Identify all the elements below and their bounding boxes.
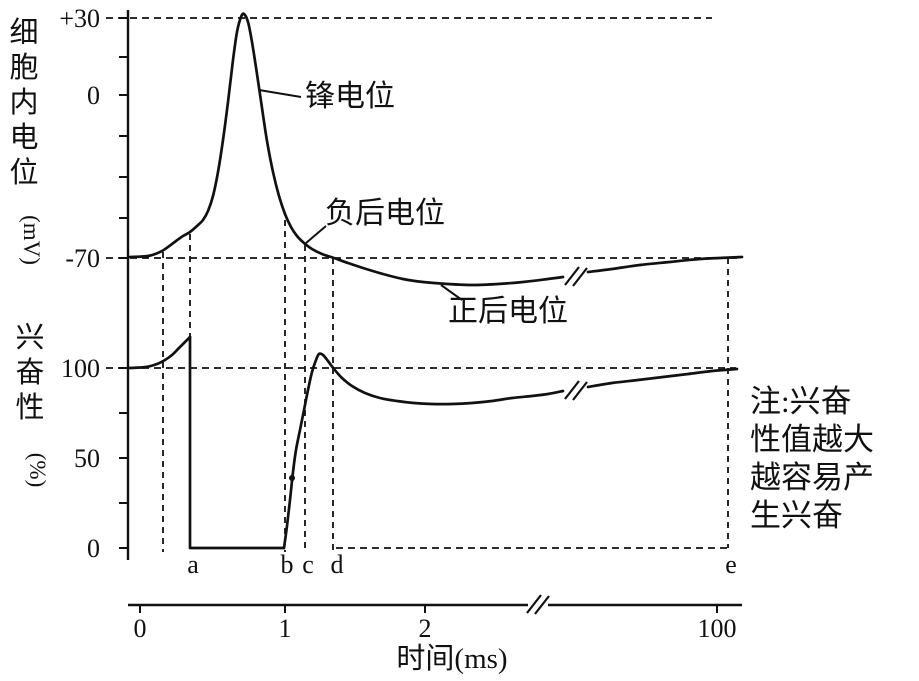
ytick-zero-mv: 0 (87, 81, 100, 110)
annotation-spike-potential: 锋电位 (305, 80, 395, 113)
excitability-curve (282, 352, 565, 550)
ytick-zero-pct: 0 (87, 534, 100, 563)
excitability-curve (128, 335, 192, 370)
bottom-ylabel-char: 兴 (15, 322, 44, 354)
marker-d: d (331, 550, 344, 579)
note-line: 生兴奋 (750, 498, 843, 533)
marker-e: e (725, 550, 737, 579)
ytick-plus30: +30 (59, 4, 100, 33)
annotation-leader-line (258, 89, 302, 98)
excitability-curve (586, 367, 739, 389)
note-line: 性值越大 (750, 422, 874, 457)
shapes-layer (106, 10, 744, 615)
ytick-100: 100 (61, 354, 100, 383)
bottom-ylabel-char: 奋 (15, 356, 44, 389)
marker-b: b (281, 550, 294, 579)
annotation-leader-line (440, 284, 463, 301)
xtick-2: 2 (419, 614, 432, 643)
x-axis-title: 时间(ms) (396, 642, 507, 675)
marker-a: a (187, 550, 199, 579)
bottom-ylabel-char: 性 (15, 391, 44, 424)
annotation-positive-afterpotential: 正后电位 (448, 295, 568, 328)
axis-break-mark (572, 267, 588, 287)
top-ylabel-char: 细 (9, 16, 38, 49)
note-line: 注:兴奋 (750, 384, 852, 419)
axis-break-mark (564, 266, 580, 286)
ytick-minus70: -70 (65, 244, 100, 273)
axis-break-mark (564, 380, 580, 400)
top-ylabel-char: 内 (9, 86, 38, 119)
xtick-1: 1 (279, 614, 292, 643)
bottom-ylabel-unit: (%) (25, 453, 50, 487)
axis-break-mark (526, 594, 542, 614)
curve-point-dot (289, 475, 295, 481)
top-ylabel-char: 胞 (9, 51, 38, 84)
xtick-0: 0 (134, 614, 147, 643)
axis-break-mark (534, 595, 550, 615)
axis-break-mark (572, 381, 588, 401)
membrane-potential-curve (586, 255, 744, 274)
top-ylabel-char: 电 (9, 121, 38, 154)
top-ylabel-char: 位 (9, 156, 38, 189)
note-line: 越容易产 (750, 460, 874, 495)
annotation-leader-line (305, 225, 327, 244)
excitability-curve (188, 335, 286, 550)
xtick-100: 100 (698, 614, 737, 643)
annotation-negative-afterpotential: 负后电位 (325, 197, 445, 230)
top-ylabel-unit: (mV) (19, 215, 44, 265)
ytick-50: 50 (74, 444, 100, 473)
membrane-potential-curve (128, 12, 565, 287)
marker-c: c (302, 550, 314, 579)
